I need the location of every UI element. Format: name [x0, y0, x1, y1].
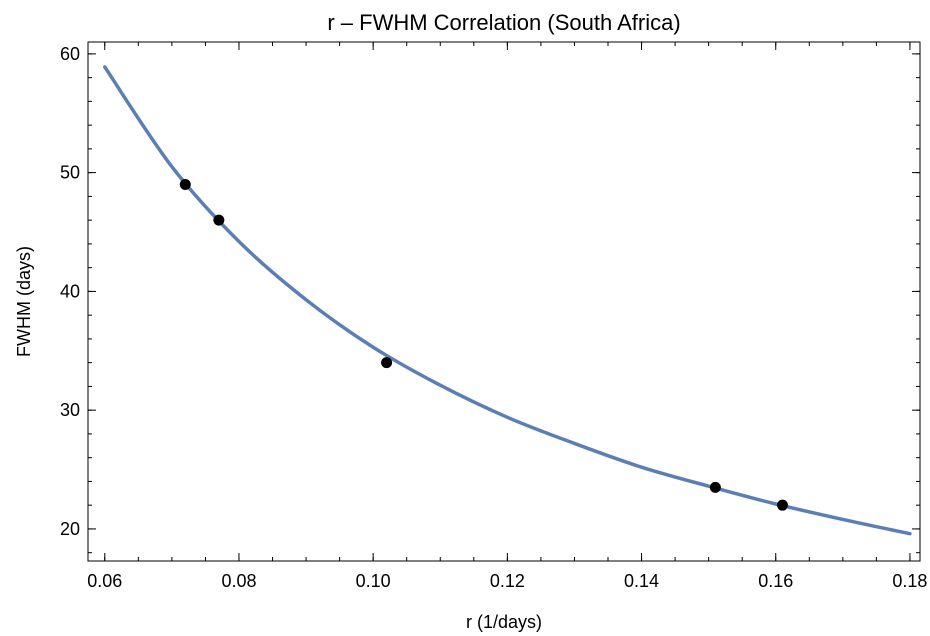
x-tick-label: 0.06	[87, 571, 122, 591]
data-point	[381, 357, 393, 369]
data-point	[213, 214, 225, 226]
x-tick-label: 0.16	[758, 571, 793, 591]
x-tick-label: 0.14	[624, 571, 659, 591]
plot-frame	[87, 41, 921, 562]
data-point	[709, 481, 721, 493]
series-layer	[103, 65, 912, 536]
x-tick-label: 0.12	[490, 571, 525, 591]
x-axis-ticks: 0.06 0.08 0.10 0.12 0.14 0.16 0.18	[87, 42, 927, 591]
y-tick-label: 60	[60, 44, 80, 64]
y-tick-label: 40	[60, 281, 80, 301]
x-tick-label: 0.18	[892, 571, 927, 591]
chart-title: r – FWHM Correlation (South Africa)	[327, 10, 680, 35]
y-tick-label: 20	[60, 519, 80, 539]
y-tick-label: 50	[60, 163, 80, 183]
data-point	[179, 179, 191, 191]
y-axis-ticks: 20 30 40 50 60	[60, 44, 920, 554]
data-point	[776, 499, 788, 511]
y-tick-label: 30	[60, 400, 80, 420]
fit-curve	[103, 65, 912, 536]
x-tick-label: 0.08	[221, 571, 256, 591]
y-axis-title: FWHM (days)	[14, 246, 34, 357]
x-axis-title: r (1/days)	[466, 612, 542, 632]
x-tick-label: 0.10	[356, 571, 391, 591]
